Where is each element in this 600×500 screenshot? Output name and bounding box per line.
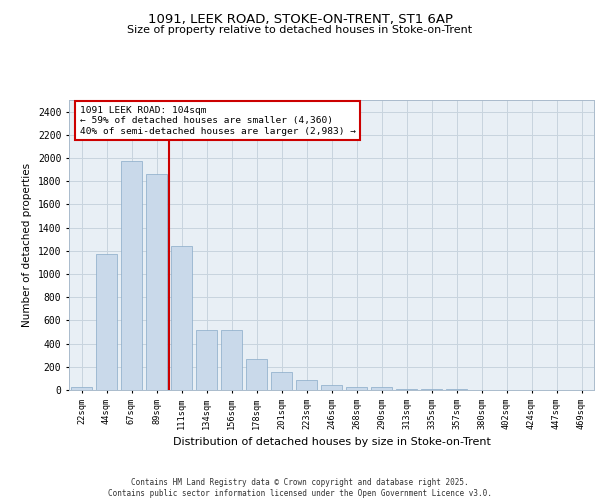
Bar — [71, 387, 92, 390]
Bar — [296, 380, 317, 390]
Bar — [221, 330, 242, 390]
Bar — [271, 372, 292, 390]
Bar — [396, 389, 417, 390]
Bar — [321, 385, 342, 390]
X-axis label: Distribution of detached houses by size in Stoke-on-Trent: Distribution of detached houses by size … — [173, 438, 490, 448]
Bar — [171, 246, 192, 390]
Bar — [196, 330, 217, 390]
Text: Size of property relative to detached houses in Stoke-on-Trent: Size of property relative to detached ho… — [127, 25, 473, 35]
Text: Contains HM Land Registry data © Crown copyright and database right 2025.
Contai: Contains HM Land Registry data © Crown c… — [108, 478, 492, 498]
Y-axis label: Number of detached properties: Number of detached properties — [22, 163, 32, 327]
Bar — [346, 387, 367, 390]
Text: 1091, LEEK ROAD, STOKE-ON-TRENT, ST1 6AP: 1091, LEEK ROAD, STOKE-ON-TRENT, ST1 6AP — [148, 12, 452, 26]
Bar — [246, 358, 267, 390]
Bar — [371, 387, 392, 390]
Bar — [121, 161, 142, 390]
Bar — [146, 174, 167, 390]
Bar — [96, 254, 117, 390]
Text: 1091 LEEK ROAD: 104sqm
← 59% of detached houses are smaller (4,360)
40% of semi-: 1091 LEEK ROAD: 104sqm ← 59% of detached… — [79, 106, 355, 136]
